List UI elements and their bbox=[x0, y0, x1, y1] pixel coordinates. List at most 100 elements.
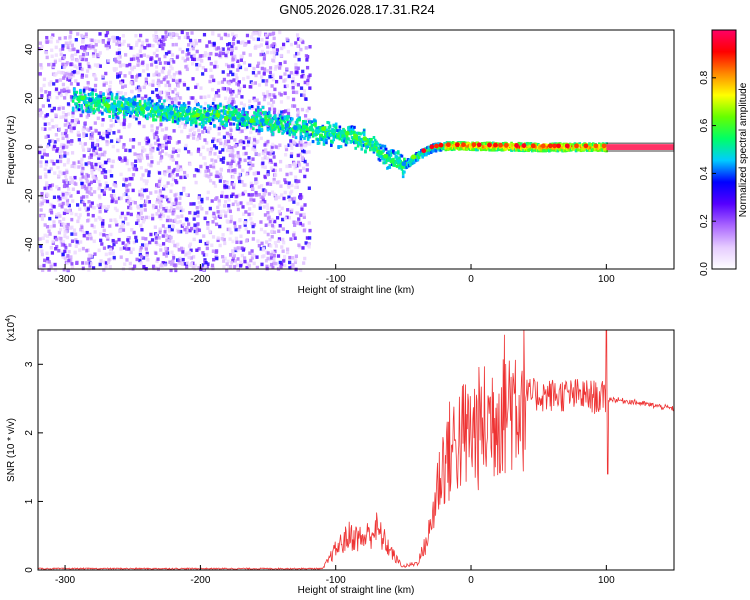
spectrogram-cell bbox=[392, 149, 395, 153]
spectrogram-cell bbox=[171, 177, 175, 182]
spectrogram-cell bbox=[289, 139, 293, 143]
spectrogram-cell bbox=[474, 143, 478, 147]
spectrogram-cell bbox=[268, 92, 272, 97]
spectrogram-cell bbox=[91, 266, 96, 270]
spectrogram-cell bbox=[169, 218, 173, 223]
spectrogram-cell bbox=[55, 215, 59, 219]
spectrogram-cell bbox=[297, 163, 302, 167]
spectrogram-cell bbox=[196, 147, 201, 152]
spectrogram-cell bbox=[253, 181, 258, 185]
spectrogram-cell bbox=[209, 61, 213, 66]
spectrogram-cell bbox=[84, 142, 88, 146]
spectrogram-cell bbox=[70, 57, 75, 61]
spectrogram-cell bbox=[328, 129, 332, 133]
spectrogram-cell bbox=[272, 254, 276, 258]
spectrogram-cell bbox=[161, 224, 165, 228]
spectrogram-cell bbox=[246, 75, 250, 80]
spectrogram-cell bbox=[158, 243, 163, 248]
spectrogram-cell bbox=[111, 189, 116, 193]
spectrogram-cell bbox=[237, 179, 242, 184]
spectrogram-cell bbox=[198, 122, 202, 126]
spectrogram-cell bbox=[196, 222, 200, 226]
spectrogram-cell bbox=[339, 145, 343, 149]
spectrogram-cell bbox=[107, 99, 110, 103]
spectrogram-cell bbox=[537, 149, 540, 153]
spectrogram-cell bbox=[151, 90, 155, 95]
spectrogram-cell bbox=[304, 150, 308, 155]
spectrogram-cell bbox=[59, 144, 64, 149]
spectrogram-cell bbox=[248, 53, 252, 57]
spectrogram-cell bbox=[179, 191, 183, 196]
spectrogram-cell bbox=[207, 175, 211, 179]
spectrogram-cell bbox=[245, 265, 249, 270]
spectrogram-cell bbox=[71, 108, 75, 112]
spectrogram-cell bbox=[82, 132, 86, 136]
spectrogram-cell bbox=[42, 199, 46, 203]
spectrogram-cell bbox=[154, 205, 158, 210]
spectrogram-cell bbox=[270, 229, 275, 234]
spectrogram-cell bbox=[87, 100, 91, 104]
spectrogram-cell bbox=[265, 182, 269, 186]
spectrogram-cell bbox=[106, 94, 110, 98]
spectrogram-cell bbox=[105, 30, 110, 35]
spectrogram-cell bbox=[84, 46, 88, 50]
spectrogram-cell bbox=[104, 99, 108, 103]
spectrogram-cell bbox=[102, 92, 105, 96]
spectrogram-cell bbox=[206, 147, 210, 152]
spectrogram-cell bbox=[93, 49, 98, 53]
spectrogram-cell bbox=[259, 43, 264, 47]
spectrogram-cell bbox=[166, 92, 170, 96]
spectrogram-cell bbox=[159, 39, 164, 44]
spectrogram-cell bbox=[224, 211, 228, 215]
spectrogram-cell bbox=[213, 216, 217, 220]
spectrogram-cell bbox=[167, 165, 171, 170]
spectrogram-cell bbox=[283, 117, 287, 121]
spectrogram-cell bbox=[105, 46, 110, 51]
spectrogram-cell bbox=[183, 123, 187, 127]
spectrogram-cell bbox=[255, 115, 259, 119]
spectrogram-cell bbox=[88, 191, 92, 195]
spectrogram-cell bbox=[244, 227, 248, 231]
spectrogram-cell bbox=[138, 192, 142, 197]
spectrogram-cell bbox=[164, 146, 168, 150]
spectrogram-cell bbox=[50, 54, 54, 59]
spectrogram-cell bbox=[154, 251, 158, 255]
spectrogram-cell bbox=[292, 141, 297, 145]
spectrogram-cell bbox=[355, 133, 359, 137]
spectrogram-cell bbox=[138, 155, 142, 159]
spectrogram-cell bbox=[179, 229, 183, 234]
spectrogram-cell bbox=[124, 53, 128, 57]
spectrogram-cell bbox=[52, 162, 56, 166]
spectrogram-cell bbox=[152, 38, 156, 42]
spectrogram-cell bbox=[110, 174, 114, 178]
spectrogram-cell bbox=[140, 194, 144, 198]
spectrogram-cell bbox=[53, 262, 57, 267]
spectrogram-cell bbox=[231, 41, 236, 46]
spectrogram-cell bbox=[244, 67, 248, 72]
spectrogram-cell bbox=[117, 74, 121, 78]
spectrogram-cell bbox=[183, 175, 187, 179]
spectrogram-cell bbox=[92, 206, 96, 210]
spectrogram-cell bbox=[273, 114, 277, 118]
spectrogram-cell bbox=[274, 244, 278, 248]
spectrogram-cell bbox=[58, 196, 62, 201]
spectrogram-cell bbox=[334, 126, 338, 130]
figure-title: GN05.2026.028.17.31.R24 bbox=[279, 2, 434, 17]
spectrogram-cell bbox=[275, 113, 279, 118]
spectrogram-cell bbox=[44, 183, 49, 187]
spectrogram-cell bbox=[192, 120, 195, 124]
spectrogram-cell bbox=[182, 102, 186, 106]
spectrogram-cell bbox=[270, 217, 274, 222]
spectrogram-cell bbox=[254, 108, 259, 112]
spectrogram-cell bbox=[92, 152, 96, 157]
spectrogram-cell bbox=[115, 72, 120, 76]
spectrogram-cell bbox=[184, 143, 188, 148]
spectrogram-cell bbox=[278, 168, 283, 172]
spectrogram-cell bbox=[203, 51, 208, 55]
spectrogram-cell bbox=[140, 228, 144, 232]
spectrogram-cell bbox=[230, 146, 234, 150]
spectrogram-cell bbox=[194, 41, 199, 46]
spectrogram-cell bbox=[307, 150, 311, 154]
spectrogram-cell bbox=[163, 263, 167, 267]
spectrogram-cell bbox=[158, 61, 162, 65]
